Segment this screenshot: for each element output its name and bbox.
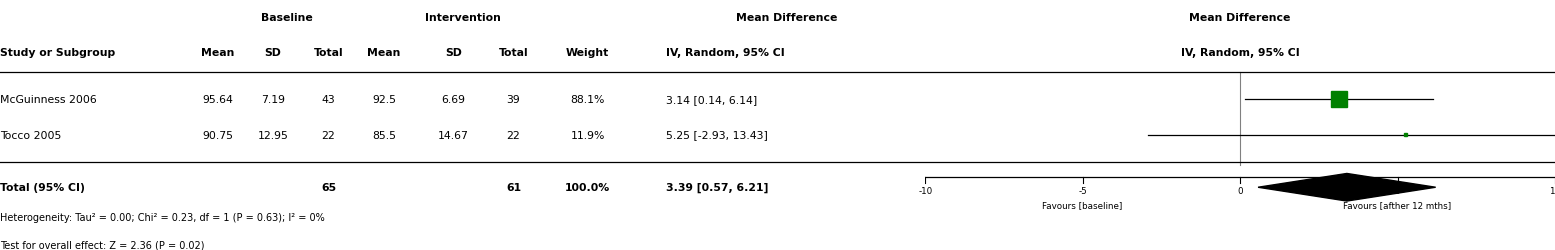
Text: Favours [baseline]: Favours [baseline]	[1042, 200, 1123, 209]
Text: 65: 65	[320, 182, 336, 192]
Text: 88.1%: 88.1%	[571, 95, 605, 105]
Text: SD: SD	[445, 48, 462, 58]
Text: Mean Difference: Mean Difference	[736, 12, 837, 22]
Text: Mean Difference: Mean Difference	[1190, 12, 1291, 22]
Text: -10: -10	[917, 186, 933, 195]
Text: 85.5: 85.5	[372, 130, 397, 140]
Text: Weight: Weight	[566, 48, 610, 58]
Text: 6.69: 6.69	[442, 95, 465, 105]
Text: 22: 22	[507, 130, 521, 140]
Text: 14.67: 14.67	[439, 130, 468, 140]
Text: 0: 0	[1238, 186, 1242, 195]
Text: 11.9%: 11.9%	[571, 130, 605, 140]
Text: Heterogeneity: Tau² = 0.00; Chi² = 0.23, df = 1 (P = 0.63); I² = 0%: Heterogeneity: Tau² = 0.00; Chi² = 0.23,…	[0, 212, 325, 222]
Text: 92.5: 92.5	[372, 95, 397, 105]
Text: Tocco 2005: Tocco 2005	[0, 130, 61, 140]
Text: 90.75: 90.75	[202, 130, 233, 140]
Text: Total: Total	[499, 48, 529, 58]
Text: 43: 43	[322, 95, 336, 105]
Text: IV, Random, 95% CI: IV, Random, 95% CI	[666, 48, 785, 58]
Text: Mean: Mean	[367, 48, 401, 58]
Text: Baseline: Baseline	[261, 12, 313, 22]
Text: 5: 5	[1395, 186, 1401, 195]
Text: 5.25 [-2.93, 13.43]: 5.25 [-2.93, 13.43]	[666, 130, 768, 140]
Text: 39: 39	[507, 95, 521, 105]
Text: Total: Total	[314, 48, 344, 58]
Text: Total (95% CI): Total (95% CI)	[0, 182, 86, 192]
Text: Intervention: Intervention	[425, 12, 501, 22]
Text: 7.19: 7.19	[261, 95, 285, 105]
Text: 61: 61	[505, 182, 521, 192]
Text: 95.64: 95.64	[202, 95, 233, 105]
Text: Test for overall effect: Z = 2.36 (P = 0.02): Test for overall effect: Z = 2.36 (P = 0…	[0, 240, 205, 250]
Text: 3.39 [0.57, 6.21]: 3.39 [0.57, 6.21]	[666, 182, 768, 192]
Bar	[1404, 134, 1407, 136]
Text: 3.14 [0.14, 6.14]: 3.14 [0.14, 6.14]	[666, 95, 757, 105]
Polygon shape	[1258, 174, 1435, 201]
Text: McGuinness 2006: McGuinness 2006	[0, 95, 96, 105]
Text: 10: 10	[1549, 186, 1555, 195]
Text: 22: 22	[322, 130, 336, 140]
Text: -5: -5	[1078, 186, 1087, 195]
Text: 100.0%: 100.0%	[564, 182, 610, 192]
Text: Mean: Mean	[201, 48, 235, 58]
Text: Study or Subgroup: Study or Subgroup	[0, 48, 115, 58]
Text: SD: SD	[264, 48, 281, 58]
Text: Favours [afther 12 mths]: Favours [afther 12 mths]	[1344, 200, 1452, 209]
Text: 12.95: 12.95	[258, 130, 288, 140]
Text: IV, Random, 95% CI: IV, Random, 95% CI	[1180, 48, 1300, 58]
Bar	[1331, 92, 1347, 108]
